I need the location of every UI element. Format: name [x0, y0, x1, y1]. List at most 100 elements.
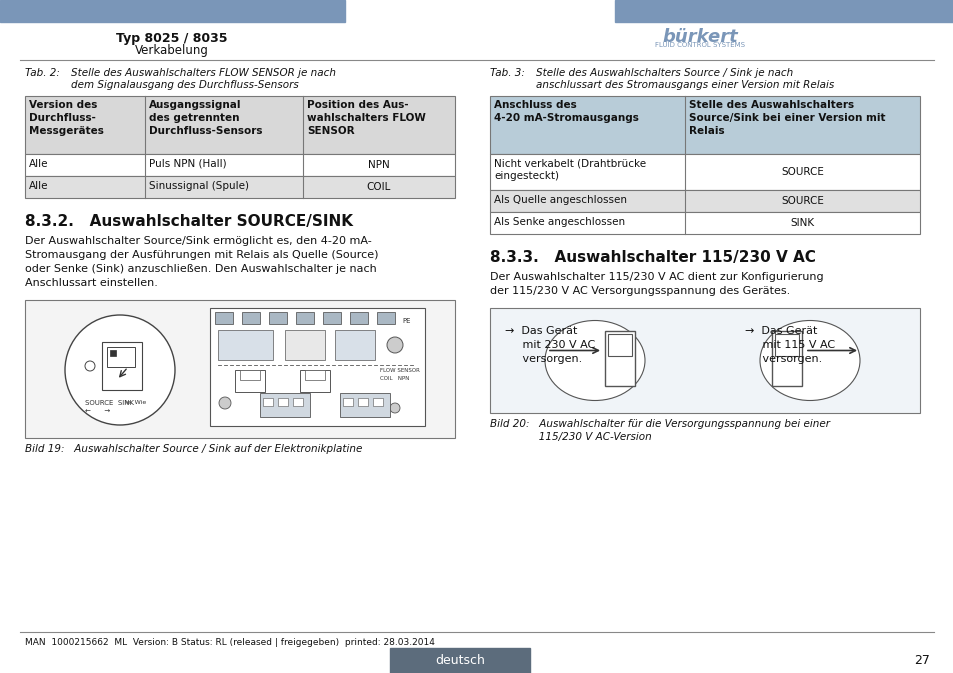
Bar	[373, 398, 382, 406]
Bar	[234, 370, 265, 392]
Bar	[771, 330, 801, 386]
Bar	[490, 212, 919, 234]
Bar	[299, 370, 330, 392]
Text: Bild 20:   Auswahlschalter für die Versorgungsspannung bei einer: Bild 20: Auswahlschalter für die Versorg…	[490, 419, 829, 429]
Bar	[615, 0, 953, 22]
Circle shape	[387, 337, 402, 353]
Circle shape	[65, 315, 174, 425]
Bar	[277, 398, 288, 406]
Bar	[343, 398, 353, 406]
Bar	[269, 312, 287, 324]
Text: Typ 8025 / 8035: Typ 8025 / 8035	[116, 32, 228, 45]
Bar	[25, 300, 455, 438]
Text: Als Quelle angeschlossen: Als Quelle angeschlossen	[494, 195, 626, 205]
Text: Der Auswahlschalter Source/Sink ermöglicht es, den 4-20 mA-: Der Auswahlschalter Source/Sink ermöglic…	[25, 236, 372, 246]
Text: PE: PE	[402, 318, 411, 324]
Bar	[357, 398, 368, 406]
Bar	[295, 312, 314, 324]
Bar	[339, 393, 390, 417]
Text: Durchfluss-: Durchfluss-	[29, 113, 95, 123]
Text: mit 230 V AC: mit 230 V AC	[504, 340, 595, 350]
Ellipse shape	[760, 320, 859, 400]
Text: des getrennten: des getrennten	[149, 113, 239, 123]
Text: anschlussart des Stromausgangs einer Version mit Relais: anschlussart des Stromausgangs einer Ver…	[536, 80, 833, 90]
Text: wahlschalters FLOW: wahlschalters FLOW	[307, 113, 425, 123]
Bar	[214, 312, 233, 324]
Bar	[242, 312, 260, 324]
Text: Anschluss des: Anschluss des	[494, 100, 577, 110]
Bar	[604, 330, 635, 386]
Bar	[25, 96, 455, 154]
Text: 8.3.2.   Auswahlschalter SOURCE/SINK: 8.3.2. Auswahlschalter SOURCE/SINK	[25, 214, 353, 229]
Text: →  Das Gerät: → Das Gerät	[504, 326, 577, 336]
Bar	[102, 342, 142, 390]
Bar	[305, 370, 325, 380]
Text: Durchfluss-Sensors: Durchfluss-Sensors	[149, 126, 262, 136]
Text: Ausgangssignal: Ausgangssignal	[149, 100, 241, 110]
Text: MAN  1000215662  ML  Version: B Status: RL (released | freigegeben)  printed: 28: MAN 1000215662 ML Version: B Status: RL …	[25, 638, 435, 647]
Bar	[323, 312, 340, 324]
Bar	[774, 334, 799, 355]
Text: Alle: Alle	[29, 181, 49, 191]
Bar	[350, 312, 368, 324]
Text: COIL: COIL	[366, 182, 391, 192]
Bar	[285, 330, 325, 360]
Bar	[490, 190, 919, 212]
Circle shape	[390, 403, 399, 413]
Text: Version des: Version des	[29, 100, 97, 110]
Bar	[607, 334, 631, 355]
Text: 8.3.3.   Auswahlschalter 115/230 V AC: 8.3.3. Auswahlschalter 115/230 V AC	[490, 250, 815, 265]
Text: Nicht verkabelt (Drahtbrücke: Nicht verkabelt (Drahtbrücke	[494, 159, 645, 169]
Bar	[335, 330, 375, 360]
Bar	[25, 154, 455, 176]
Bar	[376, 312, 395, 324]
Text: der 115/230 V AC Versorgungsspannung des Gerätes.: der 115/230 V AC Versorgungsspannung des…	[490, 286, 789, 296]
Text: 27: 27	[913, 653, 929, 666]
Text: Stromausgang der Ausführungen mit Relais als Quelle (Source): Stromausgang der Ausführungen mit Relais…	[25, 250, 378, 260]
Text: FLOW SENSOR: FLOW SENSOR	[379, 368, 419, 373]
Text: le. Wie: le. Wie	[125, 400, 146, 405]
Bar	[240, 370, 260, 380]
Text: SINK: SINK	[790, 218, 814, 228]
Text: Verkabelung: Verkabelung	[135, 44, 209, 57]
Text: Als Senke angeschlossen: Als Senke angeschlossen	[494, 217, 624, 227]
Text: SOURCE: SOURCE	[781, 167, 823, 177]
Text: 115/230 V AC-Version: 115/230 V AC-Version	[490, 432, 651, 442]
Text: versorgen.: versorgen.	[504, 354, 581, 364]
Text: bürkert: bürkert	[661, 28, 737, 46]
Text: NPN: NPN	[368, 160, 390, 170]
Text: ←      →: ← →	[85, 408, 111, 414]
Bar	[107, 347, 135, 367]
Text: SOURCE: SOURCE	[781, 196, 823, 206]
Text: Sinussignal (Spule): Sinussignal (Spule)	[149, 181, 249, 191]
Text: FLUID CONTROL SYSTEMS: FLUID CONTROL SYSTEMS	[655, 42, 744, 48]
Text: deutsch: deutsch	[435, 653, 484, 666]
Text: COIL   NPN: COIL NPN	[379, 376, 409, 381]
Bar	[664, 6, 720, 12]
Circle shape	[219, 397, 231, 409]
Bar	[210, 308, 424, 426]
Bar	[110, 350, 116, 356]
Text: Relais: Relais	[688, 126, 724, 136]
Text: SOURCE  SINK: SOURCE SINK	[85, 400, 133, 406]
Text: versorgen.: versorgen.	[744, 354, 821, 364]
Text: Tab. 3:: Tab. 3:	[490, 68, 524, 78]
Circle shape	[85, 361, 95, 371]
Bar	[293, 398, 303, 406]
Text: →  Das Gerät: → Das Gerät	[744, 326, 817, 336]
Bar	[260, 393, 310, 417]
Text: Source/Sink bei einer Version mit: Source/Sink bei einer Version mit	[688, 113, 884, 123]
Text: Bild 19:   Auswahlschalter Source / Sink auf der Elektronikplatine: Bild 19: Auswahlschalter Source / Sink a…	[25, 444, 362, 454]
Text: Anschlussart einstellen.: Anschlussart einstellen.	[25, 278, 157, 288]
Text: Messgerätes: Messgerätes	[29, 126, 104, 136]
Text: Position des Aus-: Position des Aus-	[307, 100, 408, 110]
Text: SENSOR: SENSOR	[307, 126, 355, 136]
Text: 4-20 mA-Stromausgangs: 4-20 mA-Stromausgangs	[494, 113, 639, 123]
Bar	[629, 6, 659, 12]
Text: eingesteckt): eingesteckt)	[494, 171, 558, 181]
Text: oder Senke (Sink) anzuschließen. Den Auswahlschalter je nach: oder Senke (Sink) anzuschließen. Den Aus…	[25, 264, 376, 274]
Bar	[490, 154, 919, 190]
Text: Alle: Alle	[29, 159, 49, 169]
Text: Tab. 2:: Tab. 2:	[25, 68, 60, 78]
Text: Stelle des Auswahlschalters FLOW SENSOR je nach: Stelle des Auswahlschalters FLOW SENSOR …	[71, 68, 335, 78]
